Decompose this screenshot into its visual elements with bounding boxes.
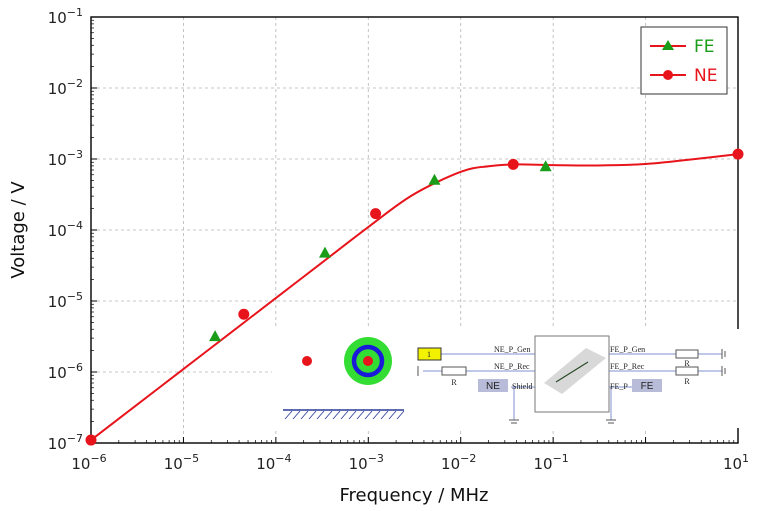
y-tick-label: 10−1: [48, 6, 83, 27]
ne-box-label: NE: [486, 381, 500, 392]
inset-panel: 1 R NE NE_P_Gen NE_P_Rec Shield FE_P_Gen…: [272, 329, 744, 428]
resistor-left-label: R: [451, 378, 457, 387]
x-tick-label: 10−5: [164, 452, 199, 473]
ground-plane-icon: [283, 409, 405, 420]
ne-gen-label: NE_P_Gen: [494, 345, 530, 354]
fe-point: [428, 173, 441, 185]
x-tick-label: 101: [723, 452, 749, 473]
resistor-right-top-icon: [675, 349, 699, 359]
fe-point: [539, 160, 552, 172]
ne-point: [732, 148, 744, 160]
legend-fe-label: FE: [694, 37, 715, 57]
series-layer: [85, 148, 744, 446]
x-tick-label: 10−4: [256, 452, 291, 473]
cable-shield-ring-icon: [351, 344, 385, 378]
cable-plane-icon: [544, 348, 606, 394]
y-tick-label: 10−2: [48, 77, 83, 98]
fe-p-label: FE_P: [610, 382, 628, 391]
ground-shield-icon: [509, 419, 519, 424]
x-tick-label: 10−1: [533, 452, 568, 473]
cable-wire-icon: [555, 361, 589, 383]
wire-dot-icon: [302, 356, 312, 366]
y-tick-label: 10−4: [48, 219, 83, 240]
x-tick-label: 10−2: [441, 452, 476, 473]
ne-rec-label: NE_P_Rec: [494, 362, 530, 371]
y-tick-label: 10−6: [48, 361, 83, 382]
x-tick-label: 10−3: [349, 452, 384, 473]
resistor-right-bottom-icon: [675, 366, 699, 376]
input-source-label: 1: [427, 350, 431, 359]
legend-ne-circle-icon: [663, 70, 673, 80]
legend-fe-triangle-icon: [662, 40, 674, 50]
resistor-right-top-label: R: [684, 359, 690, 368]
fe-box: [632, 379, 662, 392]
shield-label: Shield: [512, 382, 532, 391]
cable-core-icon: [363, 356, 373, 366]
fe-point: [209, 330, 222, 342]
ne-point: [370, 208, 382, 220]
circuit-schematic: 1 R NE NE_P_Gen NE_P_Rec Shield FE_P_Gen…: [417, 335, 726, 424]
x-tick-label: 10−6: [71, 452, 106, 473]
input-source-box: [417, 347, 442, 361]
fe-rec-label: FE_P_Rec: [610, 362, 645, 371]
fe-box-label: FE: [641, 381, 654, 392]
ground-right-top-icon: [721, 349, 726, 359]
resistor-left-icon: [441, 366, 467, 376]
ne-box: [478, 379, 508, 392]
legend: FE NE: [640, 26, 728, 95]
y-tick-label: 10−3: [48, 148, 83, 169]
inset-background: [272, 329, 744, 428]
ne-point: [85, 434, 97, 446]
resistor-right-bottom-label: R: [684, 377, 690, 386]
legend-box: [640, 26, 728, 95]
y-axis-title: Voltage / V: [8, 181, 29, 279]
legend-ne-label: NE: [694, 66, 717, 86]
axis-ticks: 10−6 10−5 10−4 10−3 10−2 10−1 10110−710−610−51…: [48, 6, 749, 473]
y-tick-label: 10−7: [48, 432, 83, 453]
ground-fe-p-icon: [606, 419, 616, 424]
x-axis-title: Frequency / MHz: [339, 485, 488, 506]
ground-right-bottom-icon: [721, 366, 726, 376]
fe-gen-label: FE_P_Gen: [610, 345, 645, 354]
ne-point: [238, 308, 250, 320]
y-tick-label: 10−5: [48, 290, 83, 311]
fe-point: [318, 246, 331, 258]
ne-point: [507, 158, 519, 170]
